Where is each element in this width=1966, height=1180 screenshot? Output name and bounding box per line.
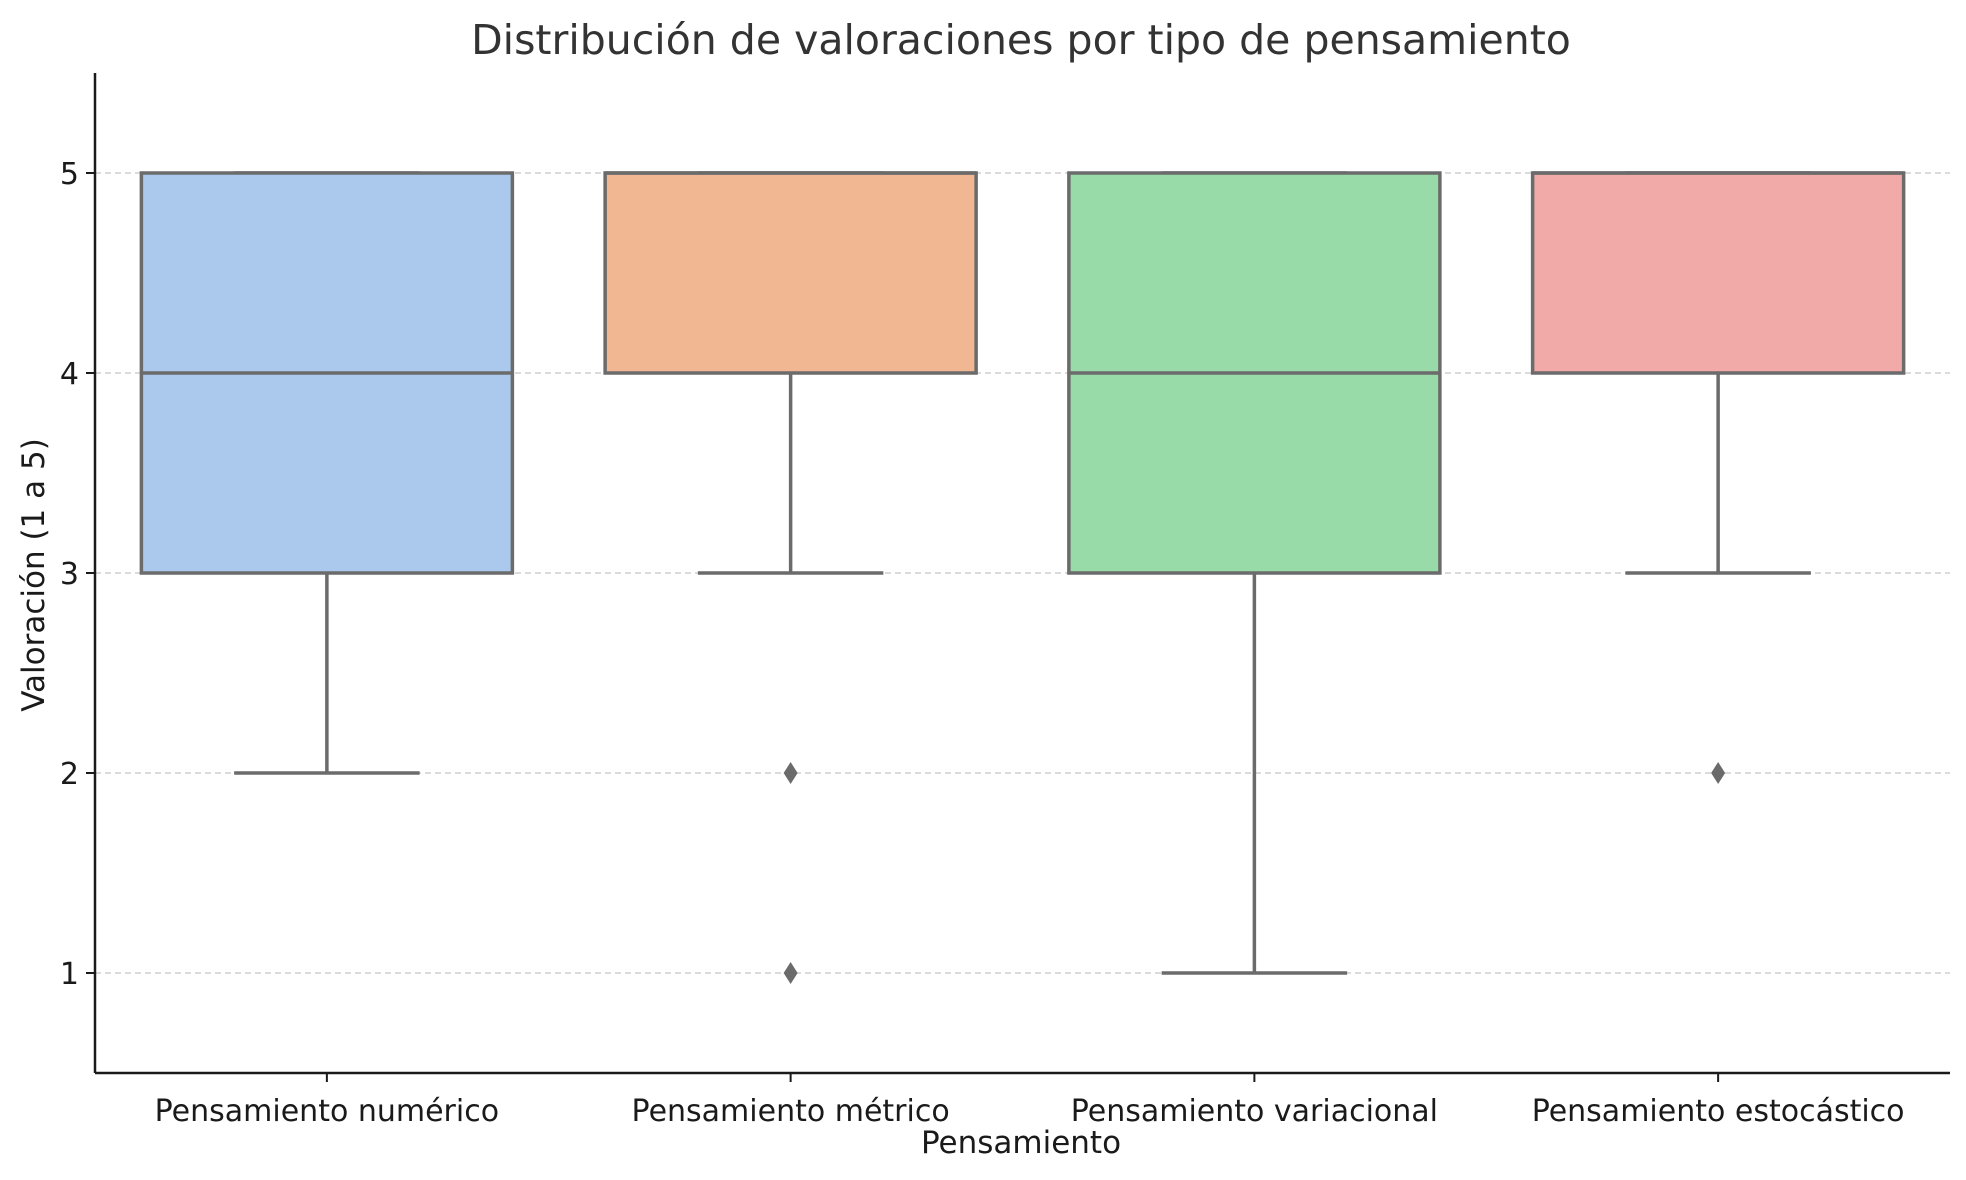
- y-tick-label: 1: [60, 957, 79, 992]
- box-group: [603, 171, 978, 984]
- axes-layer: 1 2 3 4 5 Pensamiento numérico Pensamiento mét…: [60, 73, 1950, 1129]
- y-tick-label: 3: [60, 557, 79, 592]
- y-axis-label: Valoración (1 a 5): [16, 438, 52, 712]
- y-tick-label: 5: [60, 157, 79, 192]
- x-tick-label: Pensamiento variacional: [1071, 1094, 1438, 1129]
- box-iqr: [603, 171, 978, 375]
- y-tick-label: 2: [60, 757, 79, 792]
- box-group: [139, 171, 515, 775]
- y-tick-label: 4: [60, 357, 79, 392]
- boxes-layer: [139, 171, 1906, 984]
- x-tick-label: Pensamiento métrico: [632, 1094, 950, 1129]
- x-tick-label: Pensamiento numérico: [155, 1094, 499, 1129]
- box-group: [1530, 171, 1906, 784]
- outlier-point: [783, 762, 798, 784]
- box-group: [1067, 171, 1442, 975]
- outlier-point: [783, 962, 798, 984]
- box-iqr: [1530, 171, 1906, 375]
- x-axis-label: Pensamiento: [921, 1125, 1121, 1161]
- x-tick-label: Pensamiento estocástico: [1532, 1094, 1905, 1129]
- outlier-point: [1711, 762, 1726, 784]
- chart-title: Distribución de valoraciones por tipo de…: [471, 16, 1571, 64]
